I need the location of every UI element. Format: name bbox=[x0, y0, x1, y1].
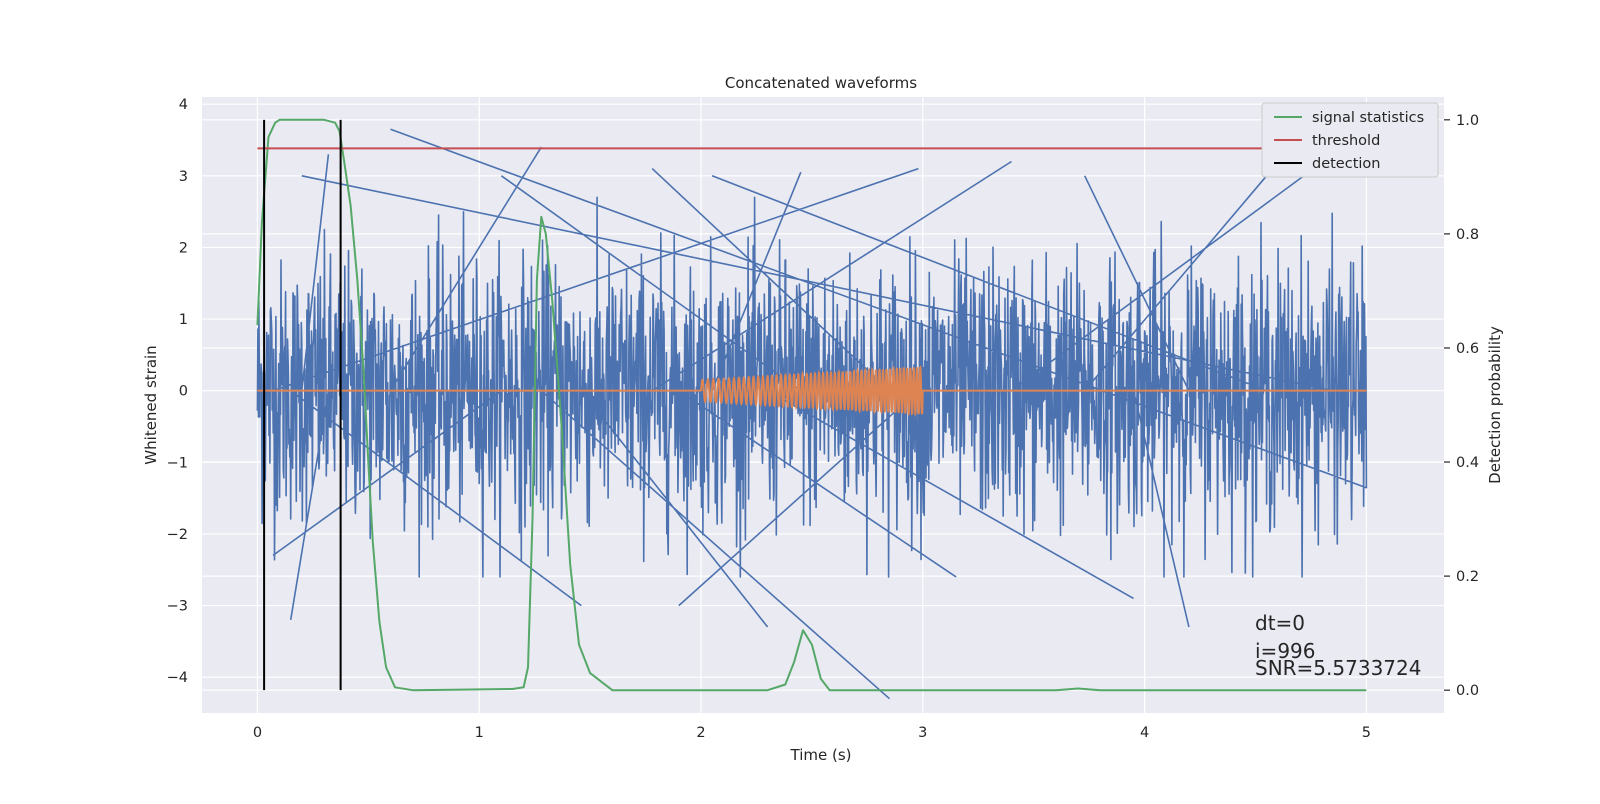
y-tick-label: 3 bbox=[179, 169, 188, 185]
x-tick-label: 2 bbox=[696, 725, 705, 741]
y-tick-label: −3 bbox=[167, 599, 188, 615]
annotation-snr: SNR=5.5733724 bbox=[1255, 656, 1421, 680]
x-axis: 0 1 2 3 4 5 bbox=[253, 725, 1371, 741]
legend-label-signal-statistics: signal statistics bbox=[1312, 110, 1424, 126]
y2-tick-label: 0.6 bbox=[1456, 341, 1479, 357]
y-tick-label: 2 bbox=[179, 240, 188, 256]
y-tick-label: 1 bbox=[179, 312, 188, 328]
series-signal-statistics bbox=[256, 118, 1367, 692]
series-injected-chirp bbox=[257, 365, 1367, 418]
x-tick-label: 0 bbox=[253, 725, 262, 741]
y-axis-label: Whitened strain bbox=[142, 345, 160, 464]
y2-tick-label: 0.8 bbox=[1456, 227, 1479, 243]
series-whitened-strain bbox=[256, 128, 1368, 700]
annotation-i: i=996 bbox=[1255, 639, 1316, 663]
y-tick-label: −1 bbox=[167, 455, 188, 471]
y-axis-left: −4 −3 −2 −1 0 1 2 3 4 bbox=[167, 97, 188, 686]
annotation-dt: dt=0 bbox=[1255, 611, 1305, 635]
x-axis-label: Time (s) bbox=[790, 746, 852, 764]
y2-tick-label: 0.2 bbox=[1456, 569, 1479, 585]
y-tick-label: −4 bbox=[167, 670, 188, 686]
legend-label-threshold: threshold bbox=[1312, 133, 1380, 149]
y-axis-right: 0.0 0.2 0.4 0.6 0.8 1.0 bbox=[1444, 113, 1479, 699]
y-tick-label: 0 bbox=[179, 384, 188, 400]
x-tick-label: 4 bbox=[1140, 725, 1149, 741]
chart-title: Concatenated waveforms bbox=[725, 74, 917, 92]
y2-axis-label: Detection probability bbox=[1486, 326, 1504, 484]
x-tick-label: 3 bbox=[918, 725, 927, 741]
y-tick-label: 4 bbox=[179, 97, 188, 113]
legend-box bbox=[1261, 102, 1439, 178]
y2-tick-label: 1.0 bbox=[1456, 113, 1479, 129]
x-tick-label: 5 bbox=[1362, 725, 1371, 741]
legend: signal statistics threshold detection bbox=[1261, 102, 1439, 178]
y-tick-label: −2 bbox=[167, 527, 188, 543]
legend-label-detection: detection bbox=[1312, 156, 1380, 172]
series-layer bbox=[256, 118, 1368, 700]
y2-tick-label: 0.0 bbox=[1456, 683, 1479, 699]
x-tick-label: 1 bbox=[475, 725, 484, 741]
y2-tick-label: 0.4 bbox=[1456, 455, 1479, 471]
